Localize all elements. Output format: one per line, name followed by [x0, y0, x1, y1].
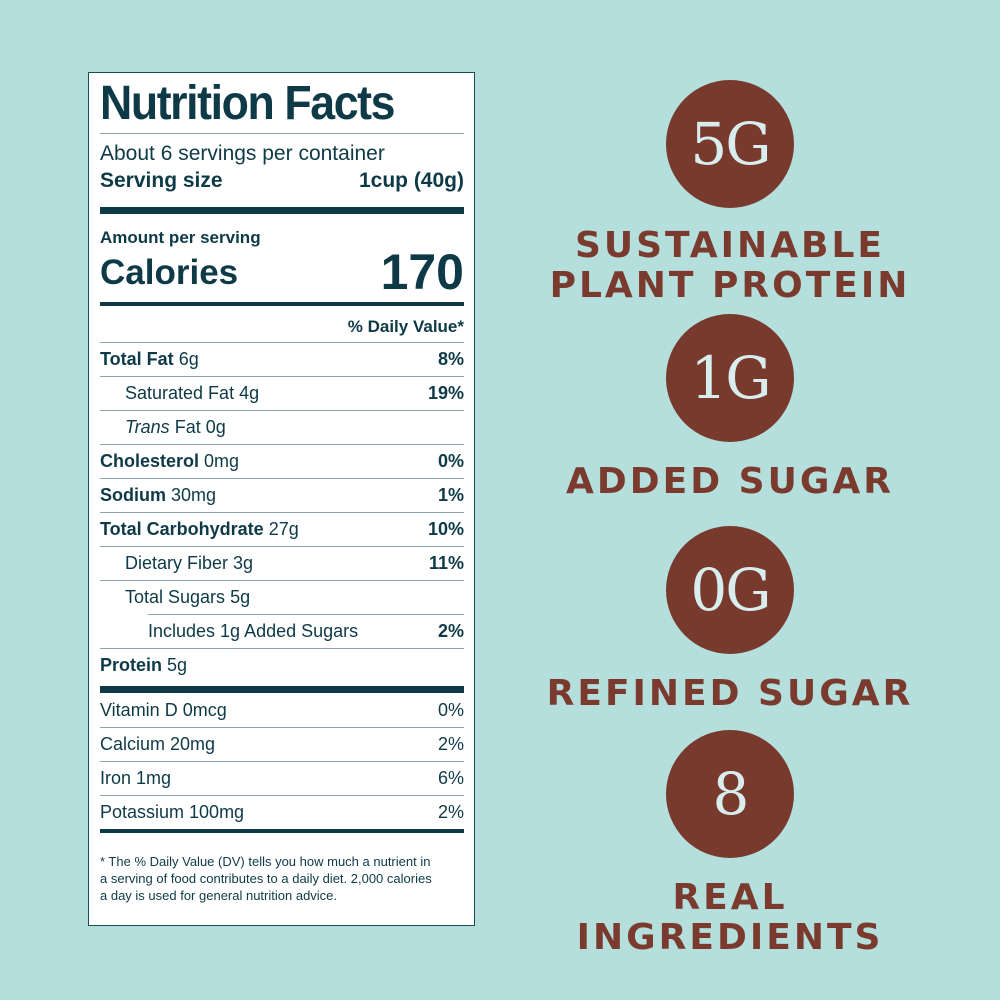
- amount-per-serving: Amount per serving: [100, 228, 261, 247]
- vitamin-row-potassium: Potassium 100mg 2%: [100, 795, 464, 829]
- calories-label: Calories: [100, 253, 239, 292]
- footnote-line: a day is used for general nutrition advi…: [100, 888, 338, 903]
- nutrient-pct: 2%: [437, 621, 464, 641]
- nutrient-pct: 1%: [437, 485, 464, 505]
- nutrition-facts-label: Nutrition Facts About 6 servings per con…: [88, 72, 475, 926]
- vitamin-pct: 2%: [437, 802, 464, 822]
- stat-caption: Sustainable Plant Protein: [515, 226, 945, 306]
- nutrient-amount: 0g: [205, 417, 226, 437]
- serving-size: Serving size 1cup (40g): [100, 167, 464, 195]
- nutrient-amount: 4g: [239, 383, 260, 403]
- nutrient-name: Cholesterol: [100, 451, 200, 471]
- nutrient-row-trans-fat: Trans Fat 0g: [100, 410, 464, 444]
- stat-added-sugar: 1G Added Sugar: [515, 314, 945, 502]
- nutrient-name: Trans: [125, 417, 170, 437]
- nutrient-name: Saturated Fat: [125, 383, 235, 403]
- stat-circle: 1G: [666, 314, 794, 442]
- nutrient-amount: 30mg: [171, 485, 217, 505]
- nutrient-amount: 27g: [268, 519, 299, 539]
- stat-real-ingredients: 8 Real Ingredients: [515, 730, 945, 958]
- nutrient-name: Protein: [100, 655, 163, 675]
- divider-medium: [100, 302, 464, 306]
- vitamin-name: Vitamin D 0mcg: [100, 699, 227, 720]
- stat-caption-line: Plant Protein: [549, 265, 911, 306]
- nutrient-amount: 6g: [178, 349, 199, 369]
- nutrient-amount: 0mg: [204, 451, 240, 471]
- vitamin-pct: 0%: [437, 699, 464, 720]
- divider-thick: [100, 207, 464, 214]
- nutrient-row-protein: Protein 5g: [100, 648, 464, 682]
- servings-per-container: About 6 servings per container: [100, 142, 385, 165]
- stat-refined-sugar: 0G Refined Sugar: [515, 526, 945, 714]
- nutrient-pct: 0%: [437, 451, 464, 471]
- nutrition-facts-title: Nutrition Facts: [100, 77, 395, 130]
- stat-circle: 0G: [666, 526, 794, 654]
- nutrient-pct: 19%: [427, 383, 464, 403]
- calories-value: 170: [380, 244, 464, 300]
- nutrient-row-saturated-fat: Saturated Fat 4g 19%: [100, 376, 464, 410]
- serving-size-value: 1cup (40g): [358, 169, 464, 192]
- stat-caption: Added Sugar: [566, 461, 894, 502]
- nutrient-name: Dietary Fiber: [125, 553, 229, 573]
- daily-value-header: % Daily Value*: [347, 317, 464, 336]
- stat-caption: Refined Sugar: [546, 673, 914, 714]
- divider-medium: [100, 829, 464, 833]
- serving-size-label: Serving size: [100, 169, 223, 192]
- nutrient-amount: 3g: [233, 553, 254, 573]
- nutrient-name: Total Fat: [100, 349, 174, 369]
- calories: Calories 170: [100, 244, 464, 300]
- vitamin-row-calcium: Calcium 20mg 2%: [100, 727, 464, 761]
- divider-thick: [100, 686, 464, 693]
- nutrient-name: Total Carbohydrate: [100, 519, 264, 539]
- nutrient-row-sodium: Sodium 30mg 1%: [100, 478, 464, 512]
- nutrient-row-added-sugars: Includes 1g Added Sugars 2%: [148, 614, 464, 648]
- nutrient-amount: 5g: [167, 655, 188, 675]
- divider: [100, 133, 464, 134]
- vitamin-name: Iron 1mg: [100, 768, 172, 788]
- stat-plant-protein: 5G Sustainable Plant Protein: [515, 80, 945, 306]
- vitamin-name: Calcium 20mg: [100, 734, 216, 754]
- vitamin-row-vitamin-d: Vitamin D 0mcg 0%: [100, 693, 464, 727]
- nutrient-pct: 11%: [428, 553, 464, 573]
- vitamin-pct: 2%: [437, 734, 464, 754]
- nutrient-name: Includes 1g Added Sugars: [148, 621, 359, 641]
- stat-circle: 5G: [666, 80, 794, 208]
- vitamin-name: Potassium 100mg: [100, 802, 245, 822]
- stat-caption: Real Ingredients: [576, 877, 884, 958]
- stat-circle: 8: [666, 730, 794, 858]
- daily-value-footnote: * The % Daily Value (DV) tells you how m…: [100, 853, 464, 904]
- footnote-line: * The % Daily Value (DV) tells you how m…: [100, 854, 431, 869]
- nutrient-row-dietary-fiber: Dietary Fiber 3g 11%: [100, 546, 464, 580]
- nutrient-row-cholesterol: Cholesterol 0mg 0%: [100, 444, 464, 478]
- nutrient-pct: 8%: [437, 349, 464, 369]
- stat-caption-line: Sustainable: [574, 225, 886, 266]
- nutrient-name-rest: Fat: [174, 417, 201, 437]
- nutrient-name: Sodium: [100, 485, 166, 505]
- nutrient-name: Total Sugars: [125, 587, 226, 607]
- nutrient-amount: 5g: [230, 587, 251, 607]
- footnote-line: a serving of food contributes to a daily…: [100, 871, 432, 886]
- vitamin-pct: 6%: [437, 768, 464, 788]
- nutrient-row-total-carbohydrate: Total Carbohydrate 27g 10%: [100, 512, 464, 546]
- nutrient-row-total-sugars: Total Sugars 5g: [100, 580, 464, 614]
- nutrient-pct: 10%: [427, 519, 464, 539]
- vitamin-row-iron: Iron 1mg 6%: [100, 761, 464, 795]
- nutrient-row-total-fat: Total Fat 6g 8%: [100, 342, 464, 376]
